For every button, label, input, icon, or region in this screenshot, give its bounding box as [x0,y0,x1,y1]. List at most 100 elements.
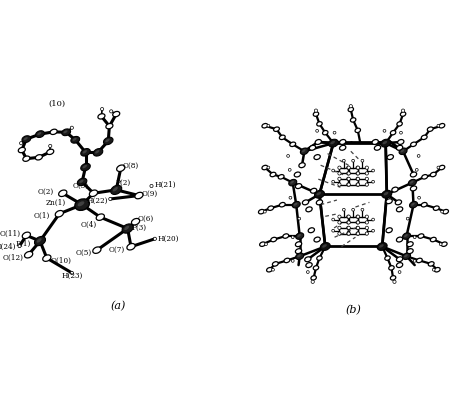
Ellipse shape [421,202,427,207]
Circle shape [365,221,368,224]
Ellipse shape [314,237,320,242]
Ellipse shape [271,237,277,242]
Circle shape [352,208,355,211]
Text: O(9): O(9) [142,190,158,198]
Ellipse shape [385,256,390,260]
Ellipse shape [396,263,403,268]
Ellipse shape [404,234,408,237]
Ellipse shape [79,180,83,183]
Circle shape [418,196,420,199]
Ellipse shape [292,202,300,208]
Circle shape [372,218,374,221]
Circle shape [338,226,341,230]
Circle shape [437,166,440,169]
Ellipse shape [411,203,415,206]
Circle shape [287,154,290,157]
Circle shape [342,208,345,211]
Ellipse shape [301,148,309,154]
Text: H(21): H(21) [154,181,176,189]
Ellipse shape [93,247,101,254]
Ellipse shape [37,132,41,135]
Ellipse shape [283,234,289,238]
Ellipse shape [399,148,407,154]
Ellipse shape [24,137,27,140]
Ellipse shape [59,190,67,197]
Ellipse shape [18,147,25,153]
Text: O(11): O(11) [0,230,21,237]
Ellipse shape [25,252,33,258]
Ellipse shape [124,226,129,230]
Text: (a): (a) [111,301,126,311]
Circle shape [347,232,350,235]
Ellipse shape [36,154,42,160]
Ellipse shape [384,192,388,195]
Ellipse shape [294,203,297,206]
Circle shape [356,215,359,218]
Circle shape [356,226,359,230]
Ellipse shape [396,257,403,262]
Ellipse shape [297,234,301,237]
Circle shape [332,229,335,232]
Ellipse shape [111,185,122,195]
Circle shape [349,104,353,108]
Circle shape [49,145,52,147]
Circle shape [267,124,270,127]
Ellipse shape [311,275,316,280]
Ellipse shape [260,242,265,247]
Text: H(20): H(20) [158,235,179,243]
Ellipse shape [47,149,54,154]
Ellipse shape [379,244,383,248]
Ellipse shape [290,142,296,147]
Text: (10): (10) [48,100,65,107]
Ellipse shape [289,179,297,186]
Circle shape [18,244,21,248]
Ellipse shape [389,266,394,270]
Ellipse shape [122,224,133,233]
Circle shape [356,177,360,180]
Text: (b): (b) [345,305,361,315]
Circle shape [401,109,405,112]
Circle shape [372,169,374,172]
Circle shape [70,126,73,129]
Ellipse shape [404,254,410,259]
Circle shape [356,215,360,218]
Ellipse shape [410,202,418,208]
Ellipse shape [82,165,87,169]
Ellipse shape [62,129,71,135]
Circle shape [413,259,416,262]
Ellipse shape [372,140,378,145]
Circle shape [417,154,420,157]
Circle shape [338,166,341,169]
Text: O(6): O(6) [137,215,154,223]
Ellipse shape [82,150,87,154]
Circle shape [292,236,294,239]
Circle shape [400,131,402,134]
Ellipse shape [314,154,320,159]
Circle shape [346,172,350,175]
Ellipse shape [273,262,278,266]
Text: H(22): H(22) [87,197,108,205]
Circle shape [267,166,270,169]
Ellipse shape [401,150,404,152]
Ellipse shape [36,238,42,242]
Circle shape [347,215,350,218]
Circle shape [346,183,350,186]
Circle shape [398,271,401,273]
Ellipse shape [36,131,45,138]
Ellipse shape [96,214,104,221]
Ellipse shape [310,145,316,150]
Ellipse shape [90,190,98,197]
Circle shape [372,180,374,183]
Circle shape [153,237,156,240]
Circle shape [406,217,409,220]
Text: P(2): P(2) [116,179,131,187]
Circle shape [307,271,309,273]
Circle shape [109,110,113,113]
Circle shape [292,259,294,262]
Circle shape [365,215,368,218]
Ellipse shape [322,131,328,135]
Ellipse shape [106,123,113,129]
Ellipse shape [81,164,90,171]
Ellipse shape [433,206,439,210]
Ellipse shape [64,131,67,133]
